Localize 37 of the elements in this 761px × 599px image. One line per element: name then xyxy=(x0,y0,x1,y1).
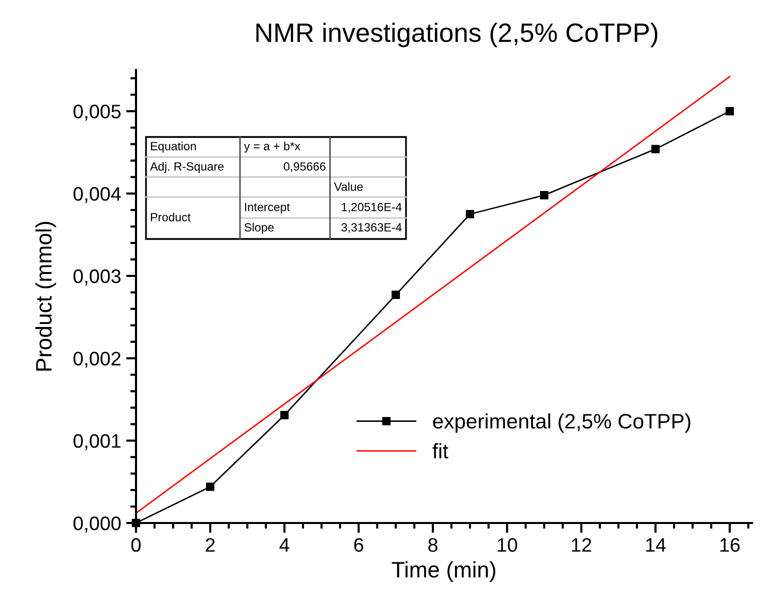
point xyxy=(540,191,548,200)
y-axis-title: Product (mmol) xyxy=(35,222,56,371)
annotation: y = a + b*x xyxy=(244,142,300,153)
x-tick-label: 6 xyxy=(354,538,364,552)
x-tick-label: 2 xyxy=(206,538,215,552)
annotation: 0,95666 xyxy=(284,162,326,172)
annotation: Value xyxy=(334,182,363,191)
point xyxy=(651,144,660,154)
x-tick-label: 16 xyxy=(720,538,740,552)
y-tick-label: 0,000 xyxy=(74,516,121,533)
x-tick-label: 4 xyxy=(279,538,290,552)
x-tick-label: 0 xyxy=(131,538,141,552)
point xyxy=(280,410,289,420)
annotation: Slope xyxy=(244,222,274,234)
y-tick-label: 0,005 xyxy=(74,104,121,121)
y-tick-label: 0,002 xyxy=(74,352,120,368)
legend-label: experimental (2,5% CoTPP) xyxy=(433,413,690,433)
annotation: Product xyxy=(150,212,191,222)
point xyxy=(206,482,214,491)
annotation: 1,20516E-4 xyxy=(342,202,402,213)
point xyxy=(392,290,400,300)
y-tick-label: 0,003 xyxy=(74,269,121,286)
x-tick-label: 8 xyxy=(428,538,438,552)
chart-title: NMR investigations (2,5% CoTPP) xyxy=(256,22,658,48)
annotation: Intercept xyxy=(245,202,290,214)
x-tick-label: 14 xyxy=(646,538,666,552)
annotation: Adj. R-Square xyxy=(150,162,224,173)
annotation: Equation xyxy=(150,142,196,153)
annotation: 3,31363E-4 xyxy=(341,223,402,233)
x-tick-label: 12 xyxy=(572,538,592,552)
legend-label: fit xyxy=(432,443,448,458)
point xyxy=(726,107,734,116)
point xyxy=(466,210,474,218)
x-tick-label: 10 xyxy=(498,538,518,552)
y-tick-label: 0,004 xyxy=(74,187,121,204)
x-axis-title: Time (min) xyxy=(392,561,496,582)
y-tick-label: 0,001 xyxy=(74,434,120,450)
